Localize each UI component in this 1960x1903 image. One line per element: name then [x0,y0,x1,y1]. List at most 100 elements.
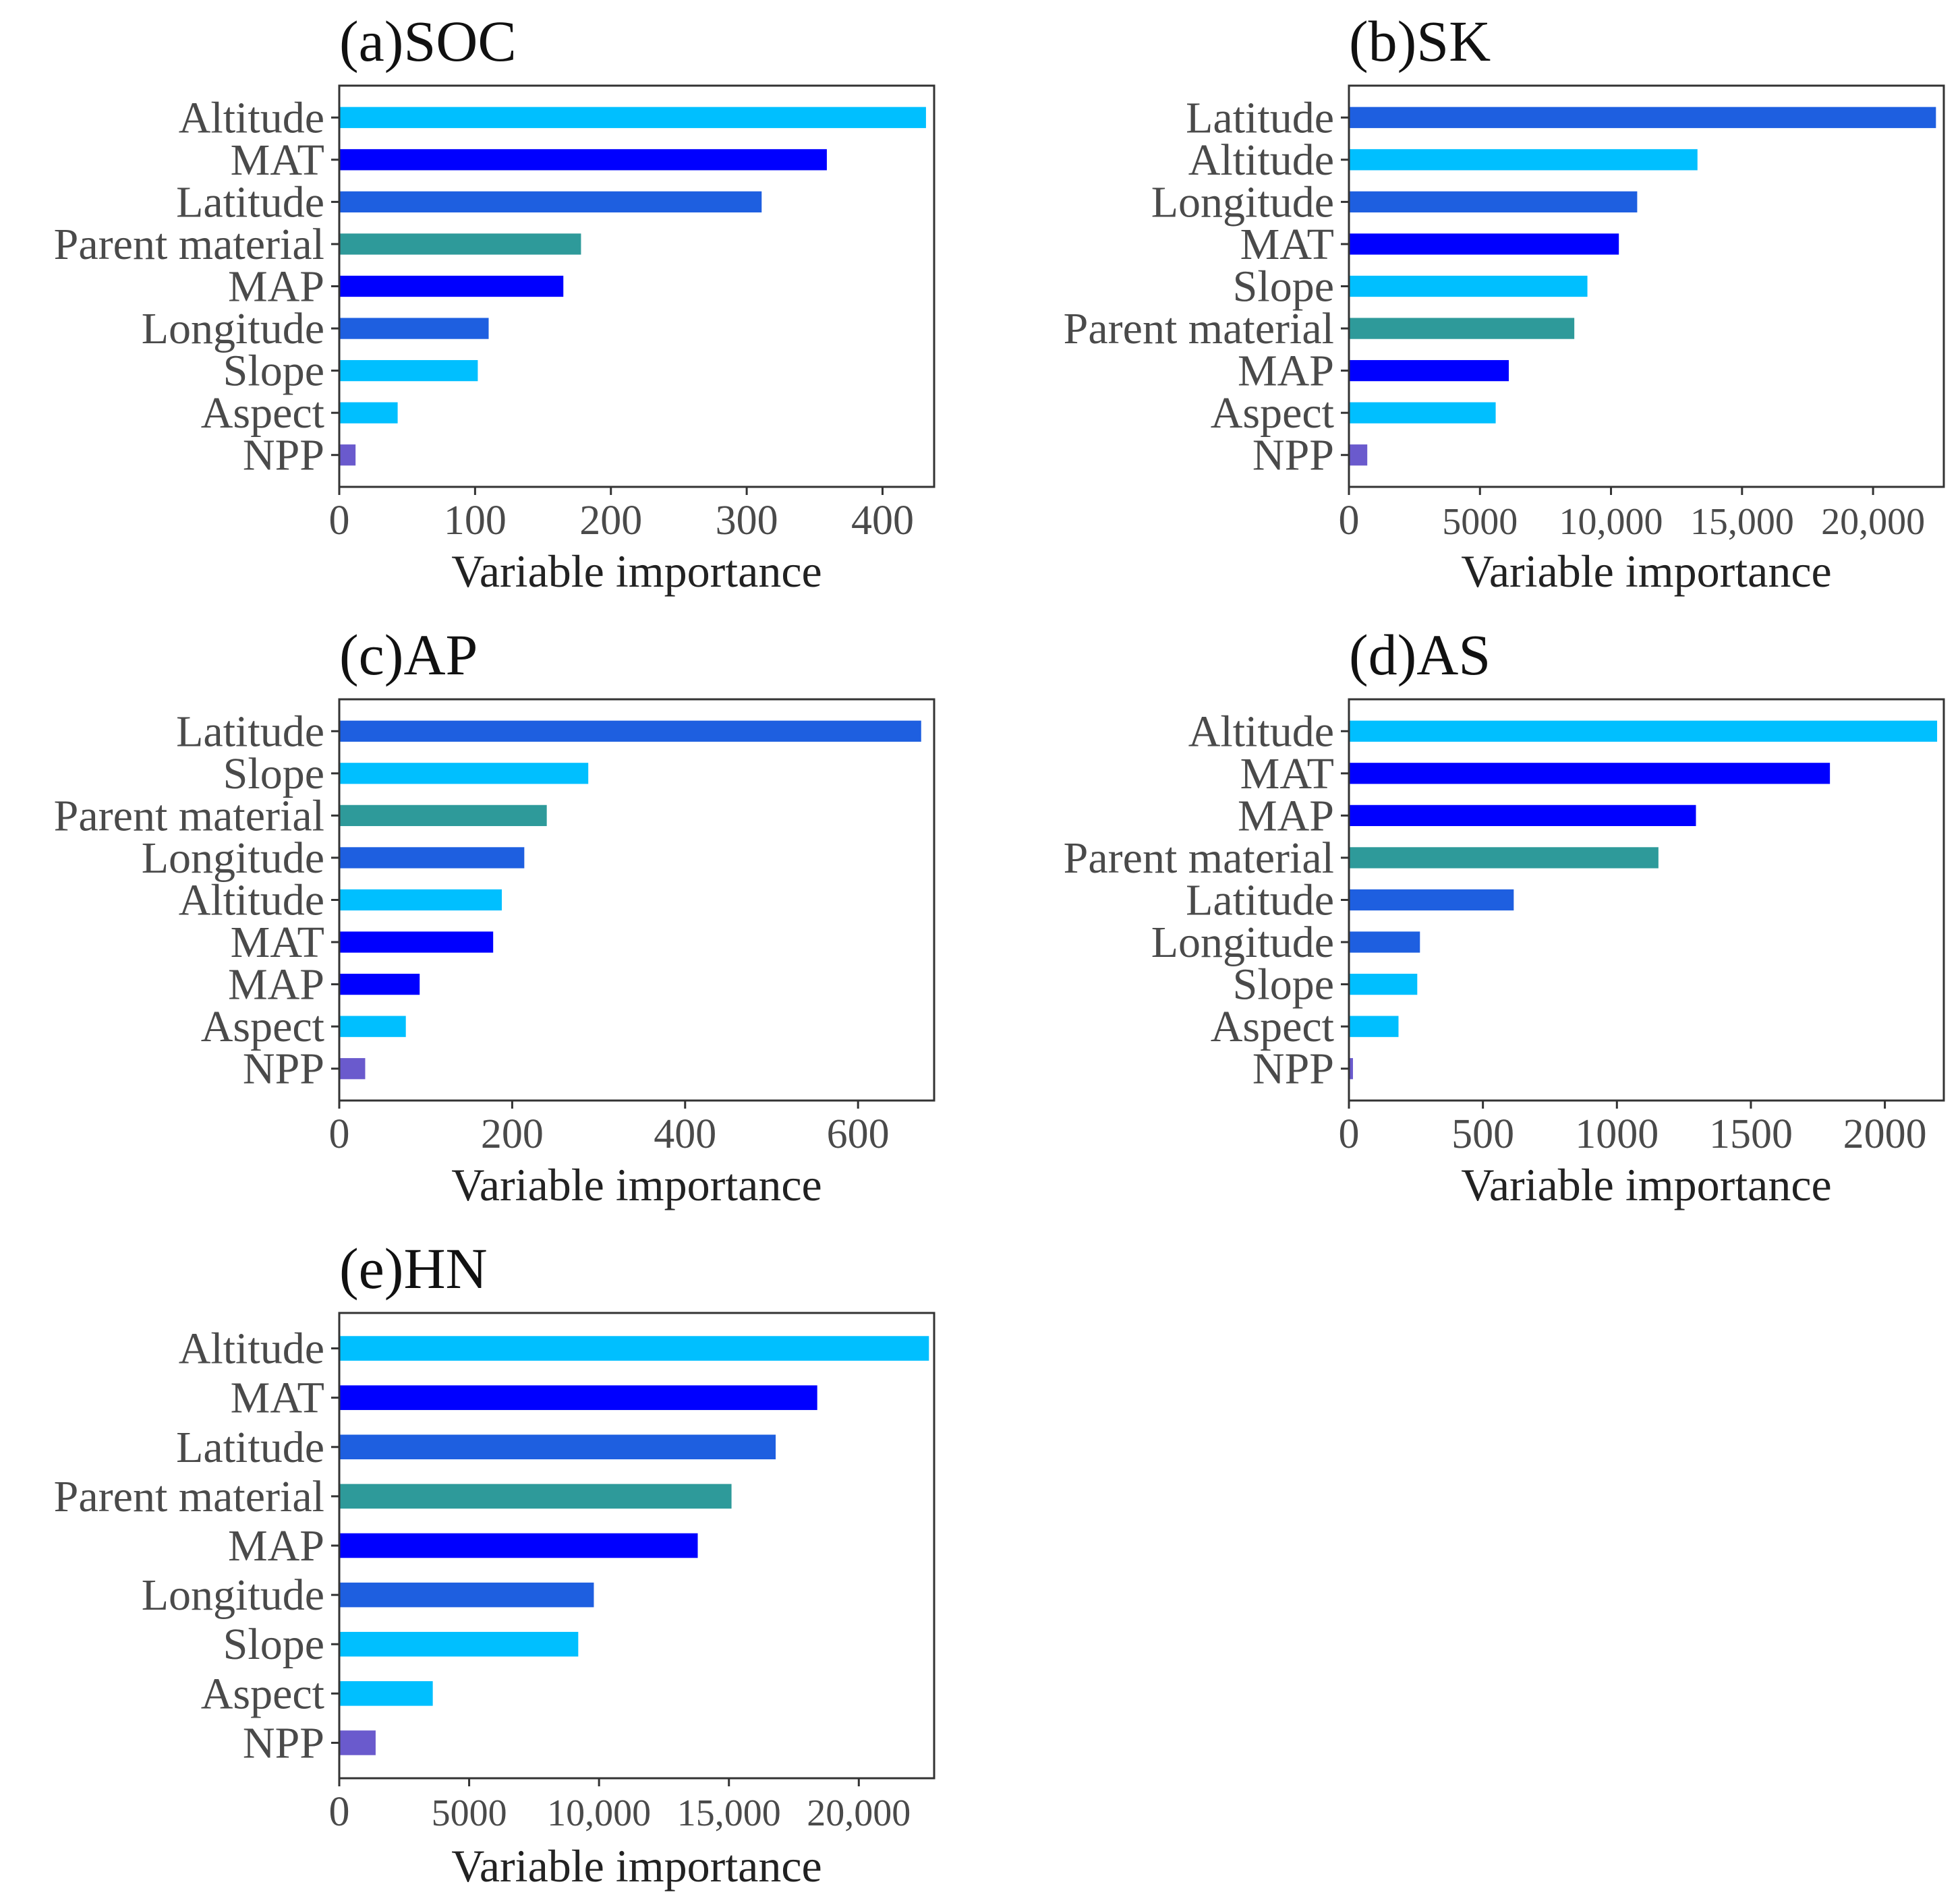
bar-altitude [1350,720,1938,742]
category-label: Latitude [176,707,324,756]
x-tick-label: 20,000 [807,1792,911,1834]
category-label: Aspect [201,1002,324,1051]
x-tick-label: 10,000 [547,1792,651,1834]
bar-slope [1350,275,1588,297]
bar-npp [340,1730,376,1755]
category-label: MAP [1238,347,1334,396]
x-tick-label: 400 [851,498,914,544]
x-tick-label: 300 [716,498,778,544]
bar-altitude [340,889,502,911]
category-label: MAP [228,960,324,1009]
bar-parent-material [340,233,581,255]
bar-parent-material [1350,318,1575,339]
bar-altitude [340,107,926,128]
panel-title: (b)SK [1349,9,1491,74]
category-label: Slope [223,1620,324,1669]
category-label: Slope [1233,960,1334,1009]
bar-slope [340,763,589,784]
x-tick-label: 20,000 [1821,501,1925,543]
category-label: Altitude [179,876,324,925]
category-label: Parent material [1064,833,1334,883]
bar-altitude [340,1336,929,1361]
category-label: Aspect [1211,388,1334,438]
category-label: Parent material [54,220,324,269]
category-label: Slope [223,347,324,396]
x-axis-title: Variable importance [1461,546,1831,597]
x-tick-label: 1000 [1575,1111,1659,1157]
category-label: Longitude [1151,177,1334,227]
x-tick-label: 200 [481,1111,544,1157]
category-label: Parent material [54,1472,324,1521]
category-label: Altitude [179,1324,324,1374]
bar-latitude [1350,889,1514,911]
category-label: Aspect [1211,1002,1334,1051]
bar-slope [340,359,478,382]
category-label: Parent material [54,791,324,840]
category-label: NPP [243,1718,324,1767]
x-tick-label: 5000 [432,1792,507,1834]
category-label: MAT [231,136,324,185]
x-tick-label: 5000 [1442,501,1518,543]
bar-slope [1350,973,1418,995]
bar-aspect [340,1016,406,1037]
category-label: Altitude [179,93,324,142]
x-tick-label: 0 [329,1789,350,1835]
category-label: NPP [243,1045,324,1094]
bar-npp [340,444,356,466]
bar-parent-material [340,1484,732,1509]
bar-map [1350,804,1696,827]
x-tick-label: 200 [579,498,642,544]
bar-map [340,973,420,995]
x-tick-label: 1500 [1709,1111,1793,1157]
panel-b: (b)SK LatitudeAltitudeLongitudeMATSlopePa… [1064,9,1945,597]
x-tick-label: 0 [1339,498,1360,544]
bar-latitude [340,1434,776,1460]
bar-aspect [1350,1016,1399,1037]
category-label: Slope [223,749,324,798]
category-label: Altitude [1188,136,1334,185]
bar-longitude [340,318,489,339]
bar-map [340,1533,698,1558]
x-tick-label: 0 [329,1111,350,1157]
category-label: MAT [231,1374,324,1423]
x-tick-label: 15,000 [1690,501,1794,543]
bar-mat [340,149,827,171]
x-axis-title: Variable importance [451,546,822,597]
bar-longitude [340,847,525,869]
bar-mat [1350,763,1831,784]
bar-longitude [340,1582,594,1608]
panel-title: (d)AS [1349,622,1491,687]
x-tick-label: 0 [329,498,350,544]
bar-mat [1350,233,1619,255]
category-label: Latitude [1186,876,1334,925]
category-label: MAT [231,918,324,967]
category-label: NPP [243,431,324,480]
x-tick-label: 600 [827,1111,890,1157]
category-label: MAP [228,262,324,312]
category-label: MAP [228,1521,324,1571]
category-label: Aspect [201,388,324,438]
category-label: NPP [1252,1045,1334,1094]
bar-aspect [1350,402,1496,423]
bar-latitude [340,720,921,742]
x-tick-label: 400 [654,1111,716,1157]
bar-longitude [1350,191,1638,213]
bar-mat [340,931,494,953]
category-label: Longitude [1151,918,1334,967]
x-tick-label: 0 [1339,1111,1360,1157]
bar-npp [1350,1058,1353,1080]
bar-longitude [1350,931,1420,953]
category-label: NPP [1252,431,1334,480]
bar-npp [340,1058,366,1080]
category-label: Latitude [176,1423,324,1472]
category-label: Aspect [201,1669,324,1718]
panel-title: (a)SOC [339,9,517,74]
bar-parent-material [340,804,547,827]
x-axis-title: Variable importance [451,1159,822,1210]
x-axis-title: Variable importance [1461,1159,1831,1210]
category-label: Latitude [176,177,324,227]
category-label: Altitude [1188,707,1334,756]
panel-title: (c)AP [339,622,478,687]
